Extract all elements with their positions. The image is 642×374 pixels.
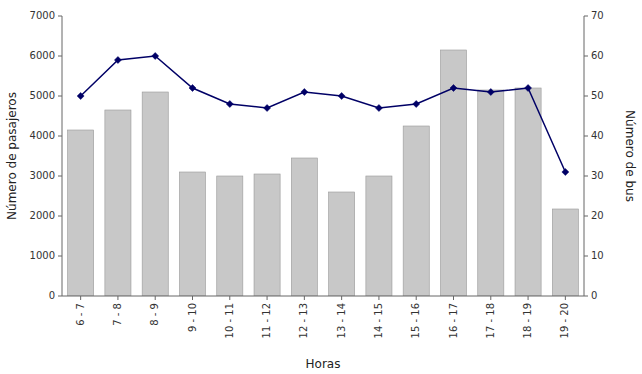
x-tick [192,296,193,300]
y-tick-label: 5000 [30,90,55,101]
x-axis-label: Horas [306,357,341,371]
marker [226,101,233,108]
bar [105,110,131,296]
x-tick-label: 15 - 16 [410,303,421,338]
y2-axis-label: Número de bus [623,110,637,202]
marks [68,50,579,296]
y-tick-label: 1000 [30,250,55,261]
x-tick [80,296,81,300]
y2-tick-label: 70 [591,10,604,21]
marker [525,85,532,92]
y-tick-label: 2000 [30,210,55,221]
y-tick [58,296,62,297]
y-tick [58,256,62,257]
y-tick [58,216,62,217]
x-tick-label: 19 - 20 [559,303,570,338]
marker [114,57,121,64]
marker [264,105,271,112]
marker [375,105,382,112]
y2-tick [584,16,588,17]
x-tick-label: 8 - 9 [149,303,160,326]
bar [366,176,392,296]
x-tick [528,296,529,300]
bar [552,209,578,296]
y-tick-label: 6000 [30,50,55,61]
marker [77,93,84,100]
x-tick [229,296,230,300]
marker [189,85,196,92]
bar [68,130,94,296]
y-tick [58,136,62,137]
bar [440,50,466,296]
y-tick-label: 7000 [30,10,55,21]
bar [515,88,541,296]
bar [403,126,429,296]
y-axis-label: Número de pasajeros [5,92,19,220]
x-tick [565,296,566,300]
y2-tick-label: 0 [591,290,597,301]
y-tick-label: 0 [49,290,55,301]
y2-tick-label: 40 [591,130,604,141]
y2-tick [584,256,588,257]
bar [329,192,355,296]
y-tick-label: 4000 [30,130,55,141]
bar [478,90,504,296]
bar [142,92,168,296]
x-tick [117,296,118,300]
x-tick [155,296,156,300]
y2-tick-label: 60 [591,50,604,61]
marker [152,53,159,60]
x-tick [267,296,268,300]
x-tick-label: 14 - 15 [373,303,384,338]
chart-svg: 0 1000 2000 3000 4000 5000 6000 7000 0 10 20 30 40 50… [0,0,642,374]
marker [338,93,345,100]
x-tick [416,296,417,300]
marker [487,89,494,96]
y-tick [58,176,62,177]
y-tick-label: 3000 [30,170,55,181]
y2-tick [584,56,588,57]
bar [291,158,317,296]
y-tick [58,16,62,17]
y-tick [58,96,62,97]
x-tick-label: 12 - 13 [298,303,309,338]
marker [562,169,569,176]
x-tick-label: 11 - 12 [261,303,272,338]
y-tick [58,56,62,57]
bar [179,172,205,296]
marker [301,89,308,96]
bar [217,176,243,296]
x-tick-label: 13 - 14 [336,303,347,338]
y2-tick [584,296,588,297]
marker [413,101,420,108]
x-tick-label: 16 - 17 [448,303,459,338]
x-tick [490,296,491,300]
y2-tick-label: 50 [591,90,604,101]
y2-tick [584,96,588,97]
x-tick [304,296,305,300]
y2-tick-label: 10 [591,250,604,261]
x-tick-label: 18 - 19 [522,303,533,338]
x-tick-label: 7 - 8 [112,303,123,326]
chart-container: 0 1000 2000 3000 4000 5000 6000 7000 0 10 20 30 40 50… [0,0,642,374]
y2-tick-label: 20 [591,210,604,221]
x-axis-line [62,296,584,297]
y2-tick-label: 30 [591,170,604,181]
x-tick-label: 6 - 7 [75,303,86,326]
y2-tick [584,216,588,217]
x-tick [453,296,454,300]
bar [254,174,280,296]
y2-tick [584,176,588,177]
y-axis-line [62,16,63,296]
y2-tick [584,136,588,137]
marker [450,85,457,92]
x-tick [341,296,342,300]
x-tick [378,296,379,300]
line [81,56,566,172]
y2-axis-line [584,16,585,296]
x-tick-label: 10 - 11 [224,303,235,338]
x-tick-label: 17 - 18 [485,303,496,338]
x-tick-label: 9 - 10 [187,303,198,332]
